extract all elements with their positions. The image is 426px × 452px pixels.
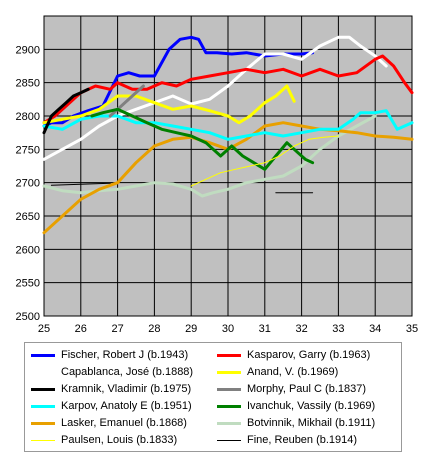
series-line [42,114,377,198]
legend-label: Capablanca, José (b.1888) [61,366,194,378]
legend-swatch [217,405,241,408]
legend-swatch [31,371,55,374]
x-tick-label: 27 [111,323,123,335]
legend-label: Fine, Reuben (b.1914) [247,434,358,446]
series-line [50,182,111,186]
legend-swatch [31,388,55,391]
legend-label: Kasparov, Garry (b.1963) [247,349,371,361]
legend-label: Lasker, Emanuel (b.1868) [61,417,187,429]
series-line [42,87,90,135]
x-axis-ticks: 25 26 27 28 29 30 31 32 33 34 35 [38,323,418,335]
y-tick-label: 2650 [16,211,40,223]
series-layer [42,35,414,235]
x-tick-label: 25 [38,323,50,335]
x-tick-label: 26 [75,323,87,335]
series-line [90,107,315,171]
x-tick-label: 32 [295,323,307,335]
series-line [42,35,388,161]
legend-swatch [31,354,55,357]
legend-label: Anand, V. (b.1969) [247,366,339,378]
legend-label: Karpov, Anatoly E (b.1951) [61,400,192,412]
legend-swatch [217,371,241,374]
legend-label: Morphy, Paul C (b.1837) [247,383,367,395]
series-line [190,135,339,187]
series-line [42,54,414,125]
series-line [42,84,296,125]
y-tick-label: 2600 [16,244,40,256]
x-tick-label: 29 [185,323,197,335]
legend-swatch [217,354,241,357]
legend-label: Ivanchuk, Vassily (b.1969) [247,400,376,412]
y-tick-label: 2750 [16,144,40,156]
legend-swatch [217,440,241,441]
legend-swatch [31,422,55,425]
legend: Fischer, Robert J (b.1943) Kasparov, Garr… [24,342,402,452]
x-tick-label: 35 [406,323,418,335]
y-tick-label: 2700 [16,178,40,190]
legend-swatch [31,405,55,408]
y-tick-label: 2900 [16,44,40,56]
x-tick-label: 28 [148,323,160,335]
x-tick-label: 34 [369,323,381,335]
legend-label: Botvinnik, Mikhail (b.1911) [247,417,376,429]
legend-label: Kramnik, Vladimir (b.1975) [61,383,192,395]
y-tick-label: 2850 [16,78,40,90]
y-tick-label: 2800 [16,111,40,123]
y-tick-label: 2550 [16,278,40,290]
y-axis-ticks: 2500 2550 2600 2650 2700 2750 2800 2850 2900 [16,44,40,323]
legend-swatch [217,422,241,425]
legend-label: Fischer, Robert J (b.1943) [61,349,189,361]
x-tick-label: 30 [222,323,234,335]
x-tick-label: 33 [332,323,344,335]
series-line [42,35,315,128]
y-tick-label: 2500 [16,311,40,323]
x-tick-label: 31 [259,323,271,335]
legend-swatch [31,440,55,441]
legend-label: Paulsen, Louis (b.1833) [61,434,178,446]
legend-swatch [217,388,241,391]
